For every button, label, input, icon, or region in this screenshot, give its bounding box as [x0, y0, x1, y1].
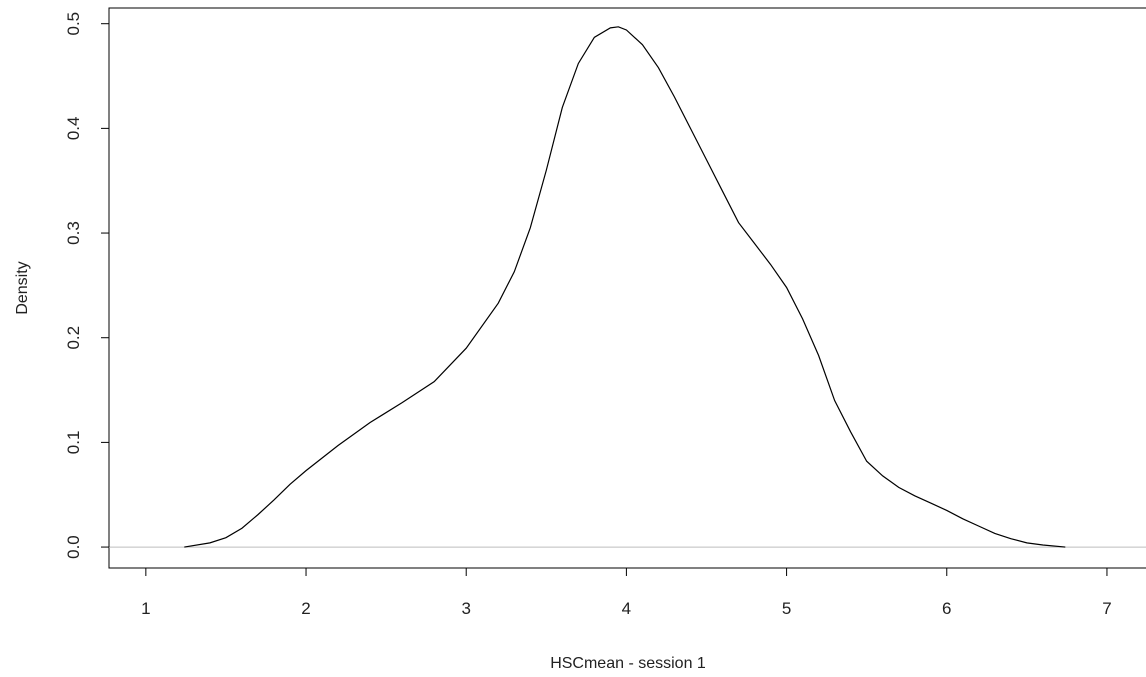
x-tick-label: 1 [141, 599, 150, 618]
y-tick-label: 0.2 [64, 326, 83, 350]
y-tick-label: 0.1 [64, 431, 83, 455]
plot-frame [108, 7, 1146, 569]
x-tick-label: 2 [301, 599, 310, 618]
x-tick-label: 4 [622, 599, 631, 618]
x-axis: 1 2 3 4 5 6 7 [141, 567, 1112, 618]
y-axis: 0.0 0.1 0.2 0.3 0.4 0.5 [64, 12, 110, 559]
y-axis-title: Density [14, 261, 31, 314]
y-tick-label: 0.4 [64, 117, 83, 141]
y-tick-label: 0.0 [64, 535, 83, 559]
x-tick-label: 6 [942, 599, 951, 618]
y-tick-label: 0.5 [64, 12, 83, 36]
x-tick-label: 3 [461, 599, 470, 618]
x-axis-title: HSCmean - session 1 [550, 655, 706, 672]
x-tick-label: 7 [1102, 599, 1111, 618]
y-tick-label: 0.3 [64, 221, 83, 245]
density-curve [184, 26, 1066, 548]
x-tick-label: 5 [782, 599, 791, 618]
